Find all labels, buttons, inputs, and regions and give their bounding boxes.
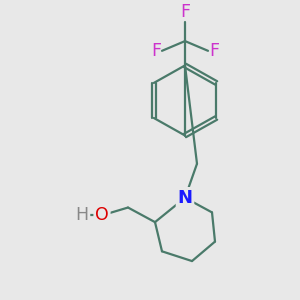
Text: O: O xyxy=(95,206,109,224)
Text: F: F xyxy=(180,3,190,21)
Text: F: F xyxy=(209,42,219,60)
Text: H: H xyxy=(75,206,88,224)
Text: F: F xyxy=(151,42,161,60)
Text: N: N xyxy=(178,189,193,207)
